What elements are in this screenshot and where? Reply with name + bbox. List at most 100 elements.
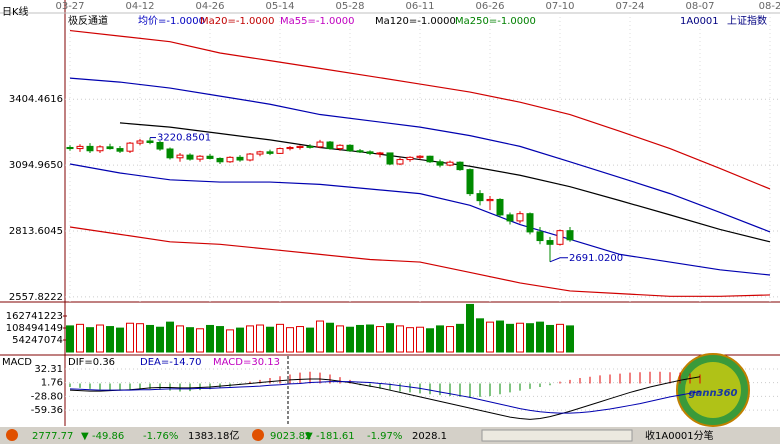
volume-bar (436, 325, 444, 353)
indicator-label: DEA=-14.70 (140, 357, 201, 368)
volume-bar (196, 328, 204, 353)
y-tick-label: 108494149 (6, 323, 63, 334)
security-name: 上证指数 (727, 14, 767, 27)
candle-body (346, 144, 354, 152)
candle-body (216, 157, 224, 163)
volume-bar (76, 323, 84, 353)
y-tick-label: 3094.9650 (9, 160, 63, 171)
indicator-label: Ma120=-1.0000 (375, 16, 456, 27)
volume-bar (476, 318, 484, 353)
volume-bar (156, 326, 164, 353)
candle-body (266, 151, 274, 154)
volume-bar (356, 324, 364, 353)
volume-bar (126, 322, 134, 353)
volume-bar (166, 321, 174, 353)
volume-bar (346, 326, 354, 353)
annotation: 2691.0200 (569, 253, 623, 264)
candle-body (366, 151, 374, 154)
channel-line (69, 226, 771, 297)
status-item: 收1A0001分笔 (645, 429, 714, 442)
candle-body (566, 230, 574, 241)
volume-bar (426, 328, 434, 353)
candle-body (256, 151, 264, 155)
candle-body (76, 145, 84, 150)
y-tick-label: -28.80 (31, 391, 63, 402)
x-tick-label: 03-27 (55, 1, 84, 12)
x-tick-label: 06-26 (475, 1, 504, 12)
volume-bar (306, 327, 314, 353)
candle-body (436, 161, 444, 166)
y-tick-label: -59.36 (31, 405, 63, 416)
status-icon (252, 429, 264, 441)
candle-body (386, 152, 394, 165)
volume-bar (116, 327, 124, 353)
annotation: 3220.8501 (157, 133, 211, 144)
x-tick-label: 04-12 (125, 1, 154, 12)
channel-line (69, 29, 771, 190)
volume-bar (266, 326, 274, 353)
candle-body (236, 156, 244, 161)
volume-bar (326, 322, 334, 353)
candle-body (286, 146, 294, 150)
candle-body (326, 141, 334, 150)
volume-bar (536, 321, 544, 353)
candle-body (376, 152, 384, 155)
candle-body (496, 198, 504, 216)
chart-title: 日K线 (2, 5, 29, 18)
candle-body (336, 144, 344, 150)
macd-line (69, 381, 701, 414)
volume-bar (546, 324, 554, 353)
candle-body (126, 142, 134, 152)
x-tick-label: 05-28 (335, 1, 364, 12)
annotation-leader (549, 257, 568, 263)
candle-body (166, 148, 174, 159)
x-tick-label: 06-11 (405, 1, 434, 12)
down-arrow: ▼ (81, 431, 89, 442)
candle-body (176, 154, 184, 159)
y-tick-label: 2557.8222 (9, 292, 63, 303)
volume-bar (136, 323, 144, 353)
candle-body (116, 148, 124, 152)
volume-bar (496, 320, 504, 353)
y-tick-label: 3404.4616 (9, 94, 63, 105)
channel-line (69, 77, 771, 233)
candle-body (536, 231, 544, 242)
y-tick-label: 1.76 (41, 378, 63, 389)
macd-title: MACD (2, 357, 32, 368)
candle-body (316, 141, 324, 148)
y-tick-label: 32.31 (34, 364, 63, 375)
candle-body (246, 153, 254, 161)
x-tick-label: 05-14 (265, 1, 294, 12)
candle-body (486, 198, 494, 202)
y-tick-label: 2813.6045 (9, 226, 63, 237)
volume-bar (506, 323, 514, 353)
status-item: -49.86 (92, 431, 124, 442)
indicator-name: 极反通道 (68, 14, 108, 27)
volume-bar (336, 325, 344, 353)
candle-body (186, 154, 194, 160)
indicator-label: DIF=0.36 (68, 357, 115, 368)
volume-bar (286, 327, 294, 353)
security-code: 1A0001 (680, 16, 719, 27)
candle-body (416, 155, 424, 158)
macd-line (69, 376, 701, 420)
volume-bar (396, 325, 404, 353)
status-icon (6, 429, 18, 441)
scrollbar[interactable] (481, 429, 633, 442)
volume-bar (556, 323, 564, 353)
candle-body (516, 213, 524, 222)
volume-bar (206, 324, 214, 353)
channel-line (119, 122, 771, 243)
logo-badge (685, 362, 741, 418)
candle-body (306, 145, 314, 148)
candle-body (86, 145, 94, 152)
volume-bar (486, 321, 494, 353)
candle-body (106, 146, 114, 150)
status-item: -181.61 (316, 431, 355, 442)
logo-text: gann360 (688, 388, 737, 399)
volume-bar (216, 326, 224, 353)
volume-bar (96, 324, 104, 353)
candle-body (276, 148, 284, 154)
volume-bar (276, 323, 284, 353)
